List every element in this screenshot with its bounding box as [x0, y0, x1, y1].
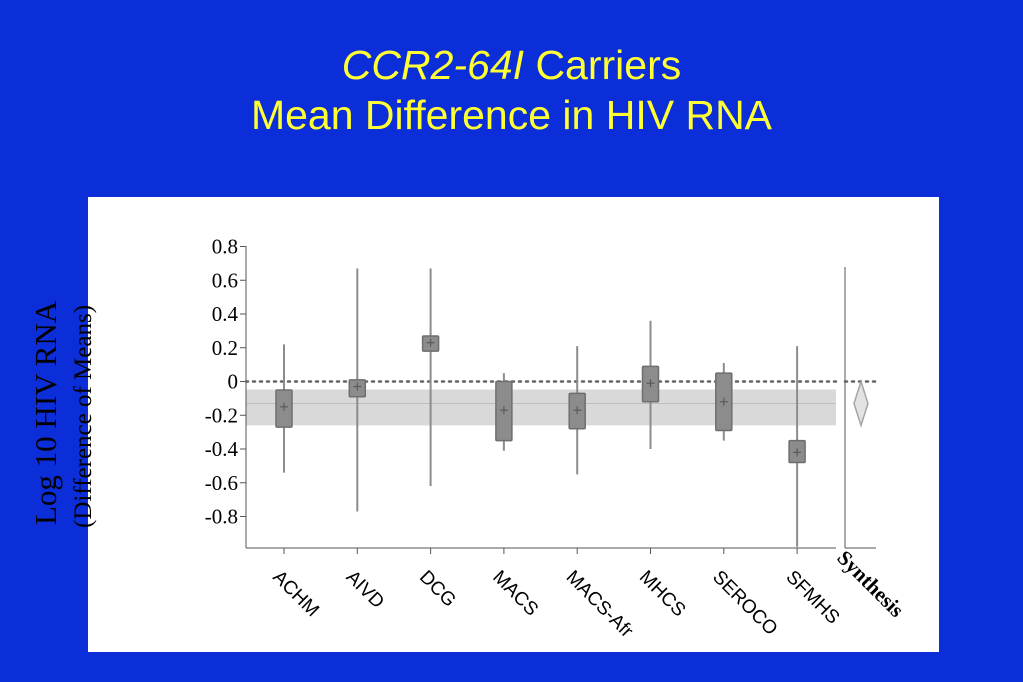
- y-tick-label: 0.2: [212, 336, 238, 360]
- synthesis-label: Synthesis: [832, 546, 908, 622]
- title-line-1: CCR2-64I Carriers: [0, 40, 1023, 90]
- y-tick-label: -0.4: [205, 437, 239, 461]
- x-tick-label: SEROCO: [708, 567, 781, 640]
- x-tick-label: DCG: [415, 567, 460, 612]
- title-carriers: Carriers: [524, 42, 682, 88]
- y-axis-label: Log 10 HIV RNA: [28, 300, 63, 525]
- x-tick-label: AIVD: [342, 567, 388, 613]
- y-tick-label: -0.6: [205, 471, 238, 495]
- slide-title: CCR2-64I Carriers Mean Difference in HIV…: [0, 40, 1023, 140]
- synthesis-diamond: [853, 379, 869, 428]
- y-tick-label: 0: [228, 370, 239, 394]
- x-tick-label: MACS-Afr: [562, 567, 638, 643]
- pooled-band: [246, 389, 836, 426]
- chart-panel: 0.8 0.6 0.4 0.2 0 -0.2 -0.4 -0.6 -0.8 ACHM AIVD DCG…: [88, 197, 939, 652]
- y-tick-label: 0.4: [212, 302, 239, 326]
- x-tick-label: ACHM: [268, 567, 322, 621]
- title-gene: CCR2-64I: [341, 42, 525, 88]
- y-tick-label: -0.8: [205, 505, 238, 529]
- chart-svg: 0.8 0.6 0.4 0.2 0 -0.2 -0.4 -0.6 -0.8 ACHM AIVD DCG…: [205, 235, 909, 643]
- y-tick-label: -0.2: [205, 403, 238, 427]
- x-tick-label: MHCS: [635, 567, 689, 621]
- x-tick-label: SFMHS: [782, 567, 844, 629]
- y-tick-label: 0.6: [212, 268, 238, 292]
- x-tick-label: MACS: [488, 567, 542, 621]
- title-line-2: Mean Difference in HIV RNA: [250, 92, 773, 138]
- y-axis-sublabel: (Difference of Means): [70, 304, 97, 528]
- y-tick-label: 0.8: [212, 235, 238, 259]
